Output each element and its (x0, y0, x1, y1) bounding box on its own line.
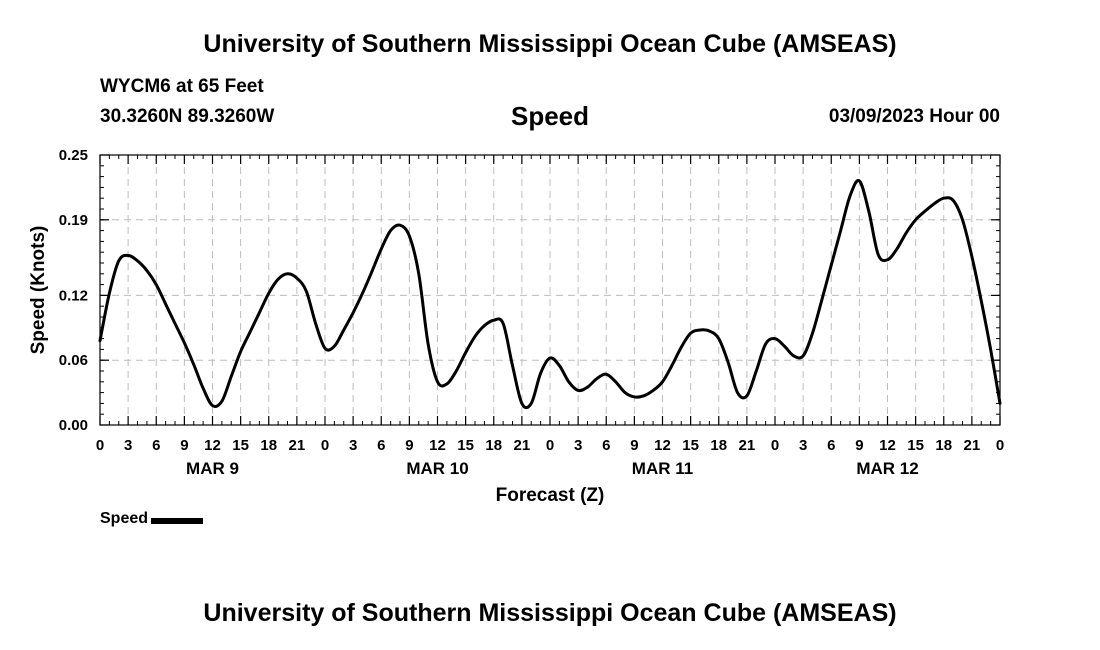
date-label: MAR 12 (856, 459, 918, 478)
x-tick-label: 15 (457, 437, 474, 454)
x-tick-label: 9 (405, 437, 413, 454)
x-tick-label: 0 (321, 437, 329, 454)
y-axis-title: Speed (Knots) (28, 226, 49, 355)
x-tick-label: 0 (546, 437, 554, 454)
x-tick-label: 3 (349, 437, 357, 454)
x-tick-label: 6 (827, 437, 835, 454)
x-axis-title: Forecast (Z) (496, 485, 605, 506)
x-tick-label: 21 (289, 437, 306, 454)
y-tick-label: 0.00 (59, 417, 88, 434)
footer-title: University of Southern Mississippi Ocean… (203, 599, 897, 627)
x-tick-label: 15 (682, 437, 699, 454)
speed-series-line (98, 179, 1002, 410)
y-tick-label: 0.06 (59, 352, 88, 369)
x-tick-label: 0 (996, 437, 1004, 454)
x-tick-label: 6 (602, 437, 610, 454)
x-tick-label: 21 (739, 437, 756, 454)
x-tick-label: 18 (935, 437, 952, 454)
x-tick-label: 9 (630, 437, 638, 454)
speed-chart: 0 3 6 9 12 15 18 21 0 3 6 9 12 15 18 21 0 3 6 9 12 15 18 21 0 3 6 9… (28, 147, 1004, 506)
x-tick-label: 18 (710, 437, 727, 454)
station-name: WYCM6 at 65 Feet (100, 76, 264, 97)
x-tick-label: 15 (232, 437, 249, 454)
x-tick-label: 15 (907, 437, 924, 454)
x-tick-label: 18 (485, 437, 502, 454)
x-tick-label: 12 (879, 437, 896, 454)
date-label: MAR 11 (632, 459, 693, 478)
y-tick-label: 0.19 (59, 212, 88, 229)
x-tick-label: 9 (180, 437, 188, 454)
x-tick-label: 9 (855, 437, 863, 454)
legend-label: Speed (100, 510, 149, 527)
x-tick-label: 6 (152, 437, 160, 454)
x-tick-label: 6 (377, 437, 385, 454)
station-coordinates: 30.3260N 89.3260W (100, 106, 275, 127)
y-tick-label: 0.12 (59, 287, 88, 304)
x-tick-label: 12 (429, 437, 446, 454)
date-label: MAR 9 (186, 459, 239, 478)
x-tick-label: 0 (771, 437, 779, 454)
x-tick-label: 12 (654, 437, 671, 454)
chart-labels: 0 3 6 9 12 15 18 21 0 3 6 9 12 15 18 21 0 3 6 9 12 15 18 21 0 3 6 9… (59, 147, 1004, 478)
x-tick-label: 0 (96, 437, 104, 454)
x-tick-label: 3 (124, 437, 132, 454)
y-tick-label: 0.25 (59, 147, 88, 164)
chart-grid (100, 155, 1000, 425)
x-tick-label: 3 (799, 437, 807, 454)
x-tick-label: 3 (574, 437, 582, 454)
legend-swatch (151, 517, 204, 524)
x-tick-label: 21 (514, 437, 531, 454)
x-tick-label: 12 (204, 437, 221, 454)
forecast-datetime: 03/09/2023 Hour 00 (828, 106, 1000, 127)
page-title: University of Southern Mississippi Ocean… (203, 30, 897, 58)
x-tick-label: 21 (964, 437, 981, 454)
date-label: MAR 10 (406, 459, 468, 478)
x-tick-label: 18 (260, 437, 277, 454)
chart-legend: Speed (100, 510, 204, 528)
chart-title: Speed (510, 101, 590, 131)
